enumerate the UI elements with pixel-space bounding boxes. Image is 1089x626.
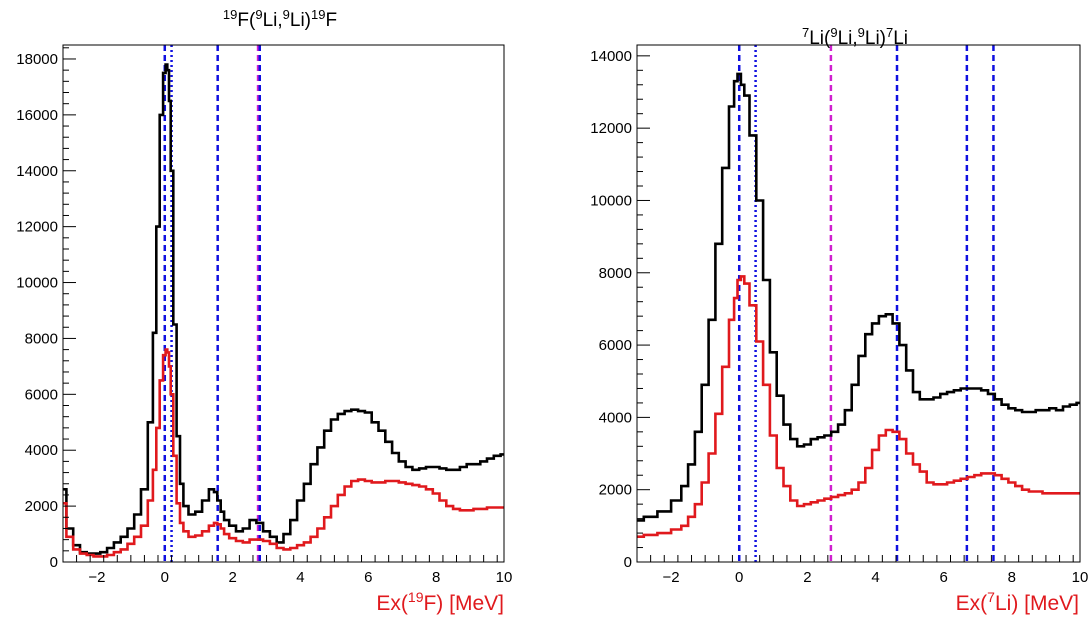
y-tick-label: 12000 xyxy=(590,120,632,137)
x-tick-label: 10 xyxy=(1072,569,1089,586)
y-tick-label: 6000 xyxy=(599,337,632,354)
xlabel-part: Ex( xyxy=(376,592,408,615)
title-part: Li) xyxy=(290,10,311,31)
title-part: F xyxy=(325,10,337,31)
x-tick-label: 4 xyxy=(296,569,304,586)
y-tick-label: 0 xyxy=(624,554,632,571)
y-tick-label: 14000 xyxy=(590,48,632,65)
y-tick-label: 14000 xyxy=(16,163,58,180)
title-part: 7 xyxy=(886,25,893,40)
y-tick-label: 2000 xyxy=(25,498,58,515)
title-part: F( xyxy=(237,10,256,31)
plot-frame xyxy=(636,44,1081,563)
title-part: 9 xyxy=(830,25,837,40)
x-axis-label: Ex(7Li) [MeV] xyxy=(956,589,1079,615)
title-part: Li xyxy=(893,28,908,49)
x-tick-label: 4 xyxy=(871,569,879,586)
xlabel-part: 7 xyxy=(987,589,995,605)
title-part: 9 xyxy=(283,7,290,22)
title-part: 19 xyxy=(311,7,325,22)
right-spectrum-panel: 7Li(9Li,9Li)7Li0200040006000800010000120… xyxy=(590,25,1088,615)
x-tick-label: 8 xyxy=(432,569,440,586)
y-tick-label: 4000 xyxy=(599,409,632,426)
chart-title: 7Li(9Li,9Li)7Li xyxy=(802,25,908,49)
title-part: Li( xyxy=(809,28,831,49)
y-tick-label: 6000 xyxy=(25,386,58,403)
y-tick-label: 16000 xyxy=(16,107,58,124)
xlabel-part: Li) [MeV] xyxy=(995,592,1079,615)
y-tick-label: 0 xyxy=(50,554,58,571)
histogram-total xyxy=(63,63,504,555)
x-tick-label: 10 xyxy=(496,569,513,586)
x-axis-label: Ex(19F) [MeV] xyxy=(376,589,504,615)
x-tick-label: 6 xyxy=(364,569,372,586)
xlabel-part: 19 xyxy=(408,589,424,605)
x-tick-label: 0 xyxy=(735,569,743,586)
title-part: 9 xyxy=(858,25,865,40)
xlabel-part: F) [MeV] xyxy=(423,592,504,615)
plot-frame xyxy=(62,44,505,563)
y-tick-label: 18000 xyxy=(16,51,58,68)
title-part: Li) xyxy=(865,28,886,49)
chart-title: 19F(9Li,9Li)19F xyxy=(223,7,337,31)
x-tick-label: −2 xyxy=(663,569,680,586)
y-tick-label: 2000 xyxy=(599,482,632,499)
y-tick-label: 8000 xyxy=(599,265,632,282)
left-spectrum-panel: 19F(9Li,9Li)19F0200040006000800010000120… xyxy=(16,7,512,615)
x-tick-label: 8 xyxy=(1008,569,1016,586)
xlabel-part: Ex( xyxy=(956,592,988,615)
x-tick-label: 2 xyxy=(803,569,811,586)
histogram-red xyxy=(63,348,504,558)
x-tick-label: 6 xyxy=(940,569,948,586)
title-part: 19 xyxy=(223,7,237,22)
y-tick-label: 10000 xyxy=(590,192,632,209)
y-tick-label: 8000 xyxy=(25,330,58,347)
title-part: Li, xyxy=(263,10,283,31)
title-part: 9 xyxy=(255,7,262,22)
y-tick-label: 12000 xyxy=(16,219,58,236)
title-part: 7 xyxy=(802,25,809,40)
histogram-total xyxy=(637,72,1080,522)
x-tick-label: 2 xyxy=(228,569,236,586)
title-part: Li, xyxy=(838,28,858,49)
x-tick-label: −2 xyxy=(88,569,105,586)
histogram-red xyxy=(637,275,1080,538)
x-tick-label: 0 xyxy=(161,569,169,586)
y-tick-label: 10000 xyxy=(16,275,58,292)
y-tick-label: 4000 xyxy=(25,442,58,459)
